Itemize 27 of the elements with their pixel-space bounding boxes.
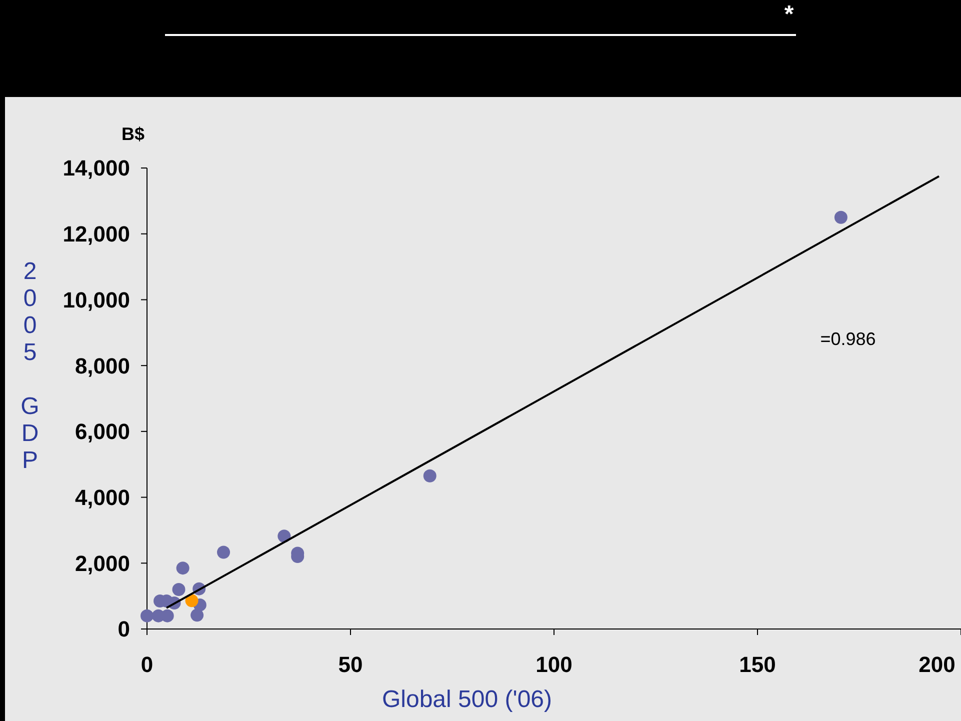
text: * <box>784 1 794 28</box>
x-tick-label: 150 <box>739 652 776 677</box>
y-tick-label: 12,000 <box>62 222 130 247</box>
text: B$ <box>121 124 145 144</box>
y-tick-label: 10,000 <box>62 287 130 312</box>
y-tick-label: 4,000 <box>74 484 130 510</box>
point <box>140 609 154 622</box>
x-tick-label: 0 <box>140 652 154 677</box>
point <box>423 469 436 482</box>
point <box>160 609 174 622</box>
point <box>185 594 198 608</box>
y-tick-label: 6,000 <box>74 419 130 444</box>
x-tick-label: 200 <box>918 652 956 677</box>
y-tick-label: 14,000 <box>62 156 130 181</box>
x-tick-label: 50 <box>338 652 363 677</box>
annotation: =0.986 <box>820 329 876 349</box>
point <box>172 582 186 596</box>
y-tick-label: 0 <box>118 616 130 642</box>
y-axis-title: 2005 GDP <box>16 258 44 474</box>
point <box>278 530 291 543</box>
y-tick-label: 2,000 <box>74 550 130 576</box>
x-tick-label: 100 <box>536 652 572 677</box>
point <box>834 210 848 224</box>
point <box>176 562 190 575</box>
point <box>217 546 230 559</box>
y-tick-label: 8,000 <box>74 353 130 378</box>
x-axis-title: Global 500 ('06) <box>382 686 552 713</box>
